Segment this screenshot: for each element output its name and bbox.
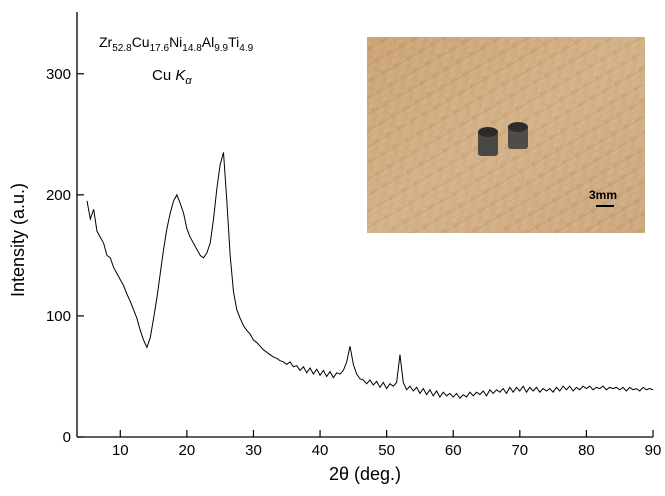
subscript: 52.8	[112, 43, 132, 54]
x-axis-title: 2θ (deg.)	[329, 464, 401, 484]
subscript: 4.9	[239, 43, 253, 54]
x-tick-label: 70	[511, 442, 528, 459]
radiation-text: Cu	[152, 67, 175, 84]
x-tick-label: 30	[245, 442, 262, 459]
inset-photo: 3mm	[367, 37, 645, 233]
subscript: α	[185, 75, 192, 87]
scale-label: 3mm	[589, 188, 617, 202]
x-tick-label: 60	[445, 442, 462, 459]
y-tick-label: 300	[46, 66, 71, 83]
radiation: Cu Kα	[152, 67, 192, 87]
y-axis-title: Intensity (a.u.)	[8, 183, 28, 297]
element: Ti	[228, 34, 239, 50]
x-tick-label: 20	[179, 442, 196, 459]
x-tick-label: 80	[578, 442, 595, 459]
subscript: 9.9	[214, 43, 228, 54]
element: Cu	[132, 34, 150, 50]
series-line	[86, 152, 654, 400]
element: Ni	[169, 34, 182, 50]
element: Al	[202, 34, 214, 50]
y-tick-label: 0	[63, 429, 71, 446]
subscript: 17.6	[150, 43, 170, 54]
x-tick-label: 50	[378, 442, 395, 459]
subscript: 14.8	[182, 43, 202, 54]
x-tick-label: 90	[645, 442, 662, 459]
radiation-italic: K	[175, 67, 186, 84]
x-tick-label: 40	[312, 442, 329, 459]
element: Zr	[99, 34, 113, 50]
y-tick-label: 100	[46, 308, 71, 325]
x-tick-label: 10	[112, 442, 129, 459]
composition: Zr52.8Cu17.6Ni14.8Al9.9Ti4.9	[99, 34, 254, 54]
y-tick-label: 200	[46, 187, 71, 204]
